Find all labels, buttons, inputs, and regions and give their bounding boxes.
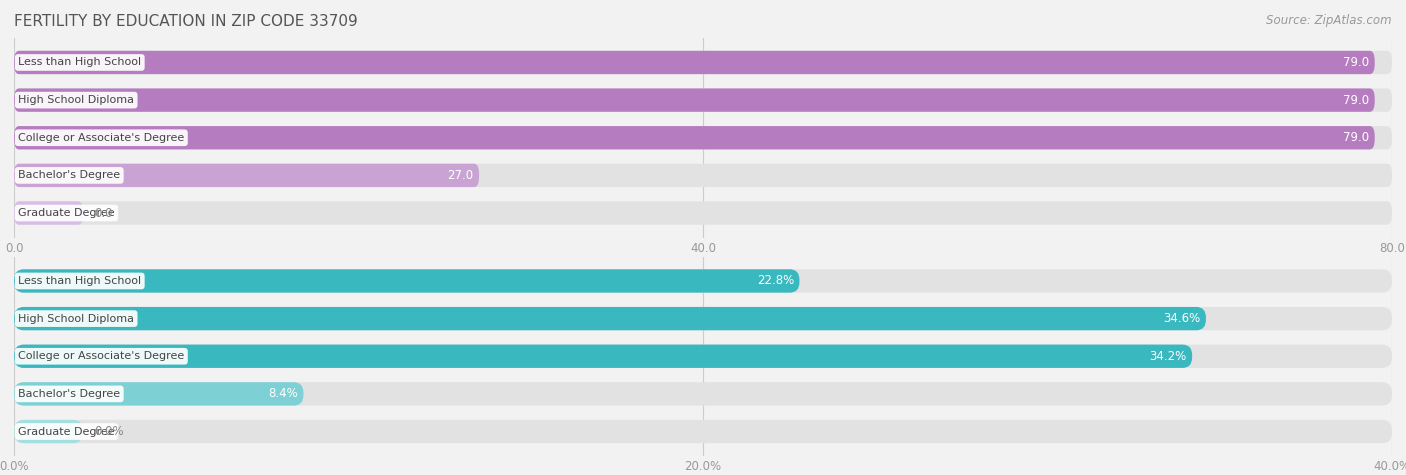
Text: High School Diploma: High School Diploma: [18, 95, 134, 105]
Text: 34.2%: 34.2%: [1149, 350, 1187, 363]
Text: 8.4%: 8.4%: [269, 388, 298, 400]
FancyBboxPatch shape: [14, 126, 1392, 150]
Text: High School Diploma: High School Diploma: [18, 314, 134, 323]
Text: 79.0: 79.0: [1343, 131, 1369, 144]
Text: 0.0%: 0.0%: [94, 425, 124, 438]
FancyBboxPatch shape: [14, 269, 800, 293]
FancyBboxPatch shape: [14, 51, 1375, 74]
FancyBboxPatch shape: [14, 344, 1192, 368]
FancyBboxPatch shape: [14, 344, 1392, 368]
FancyBboxPatch shape: [14, 307, 1206, 330]
FancyBboxPatch shape: [14, 88, 1375, 112]
Text: FERTILITY BY EDUCATION IN ZIP CODE 33709: FERTILITY BY EDUCATION IN ZIP CODE 33709: [14, 14, 357, 29]
FancyBboxPatch shape: [14, 201, 1392, 225]
FancyBboxPatch shape: [14, 269, 1392, 293]
FancyBboxPatch shape: [14, 420, 1392, 443]
Text: 0.0: 0.0: [94, 207, 112, 219]
Text: Bachelor's Degree: Bachelor's Degree: [18, 171, 121, 180]
Text: 22.8%: 22.8%: [756, 275, 794, 287]
FancyBboxPatch shape: [14, 88, 1392, 112]
Text: Source: ZipAtlas.com: Source: ZipAtlas.com: [1267, 14, 1392, 27]
Text: Graduate Degree: Graduate Degree: [18, 208, 115, 218]
FancyBboxPatch shape: [14, 307, 1392, 330]
FancyBboxPatch shape: [14, 126, 1375, 150]
FancyBboxPatch shape: [14, 51, 1392, 74]
Text: 34.6%: 34.6%: [1163, 312, 1201, 325]
FancyBboxPatch shape: [14, 201, 83, 225]
FancyBboxPatch shape: [14, 382, 1392, 406]
FancyBboxPatch shape: [14, 382, 304, 406]
Text: Graduate Degree: Graduate Degree: [18, 427, 115, 437]
Text: Bachelor's Degree: Bachelor's Degree: [18, 389, 121, 399]
Text: 79.0: 79.0: [1343, 94, 1369, 106]
FancyBboxPatch shape: [14, 164, 1392, 187]
Text: College or Associate's Degree: College or Associate's Degree: [18, 133, 184, 143]
Text: 79.0: 79.0: [1343, 56, 1369, 69]
Text: 27.0: 27.0: [447, 169, 474, 182]
Text: Less than High School: Less than High School: [18, 276, 142, 286]
FancyBboxPatch shape: [14, 164, 479, 187]
FancyBboxPatch shape: [14, 420, 83, 443]
Text: College or Associate's Degree: College or Associate's Degree: [18, 351, 184, 361]
Text: Less than High School: Less than High School: [18, 57, 142, 67]
